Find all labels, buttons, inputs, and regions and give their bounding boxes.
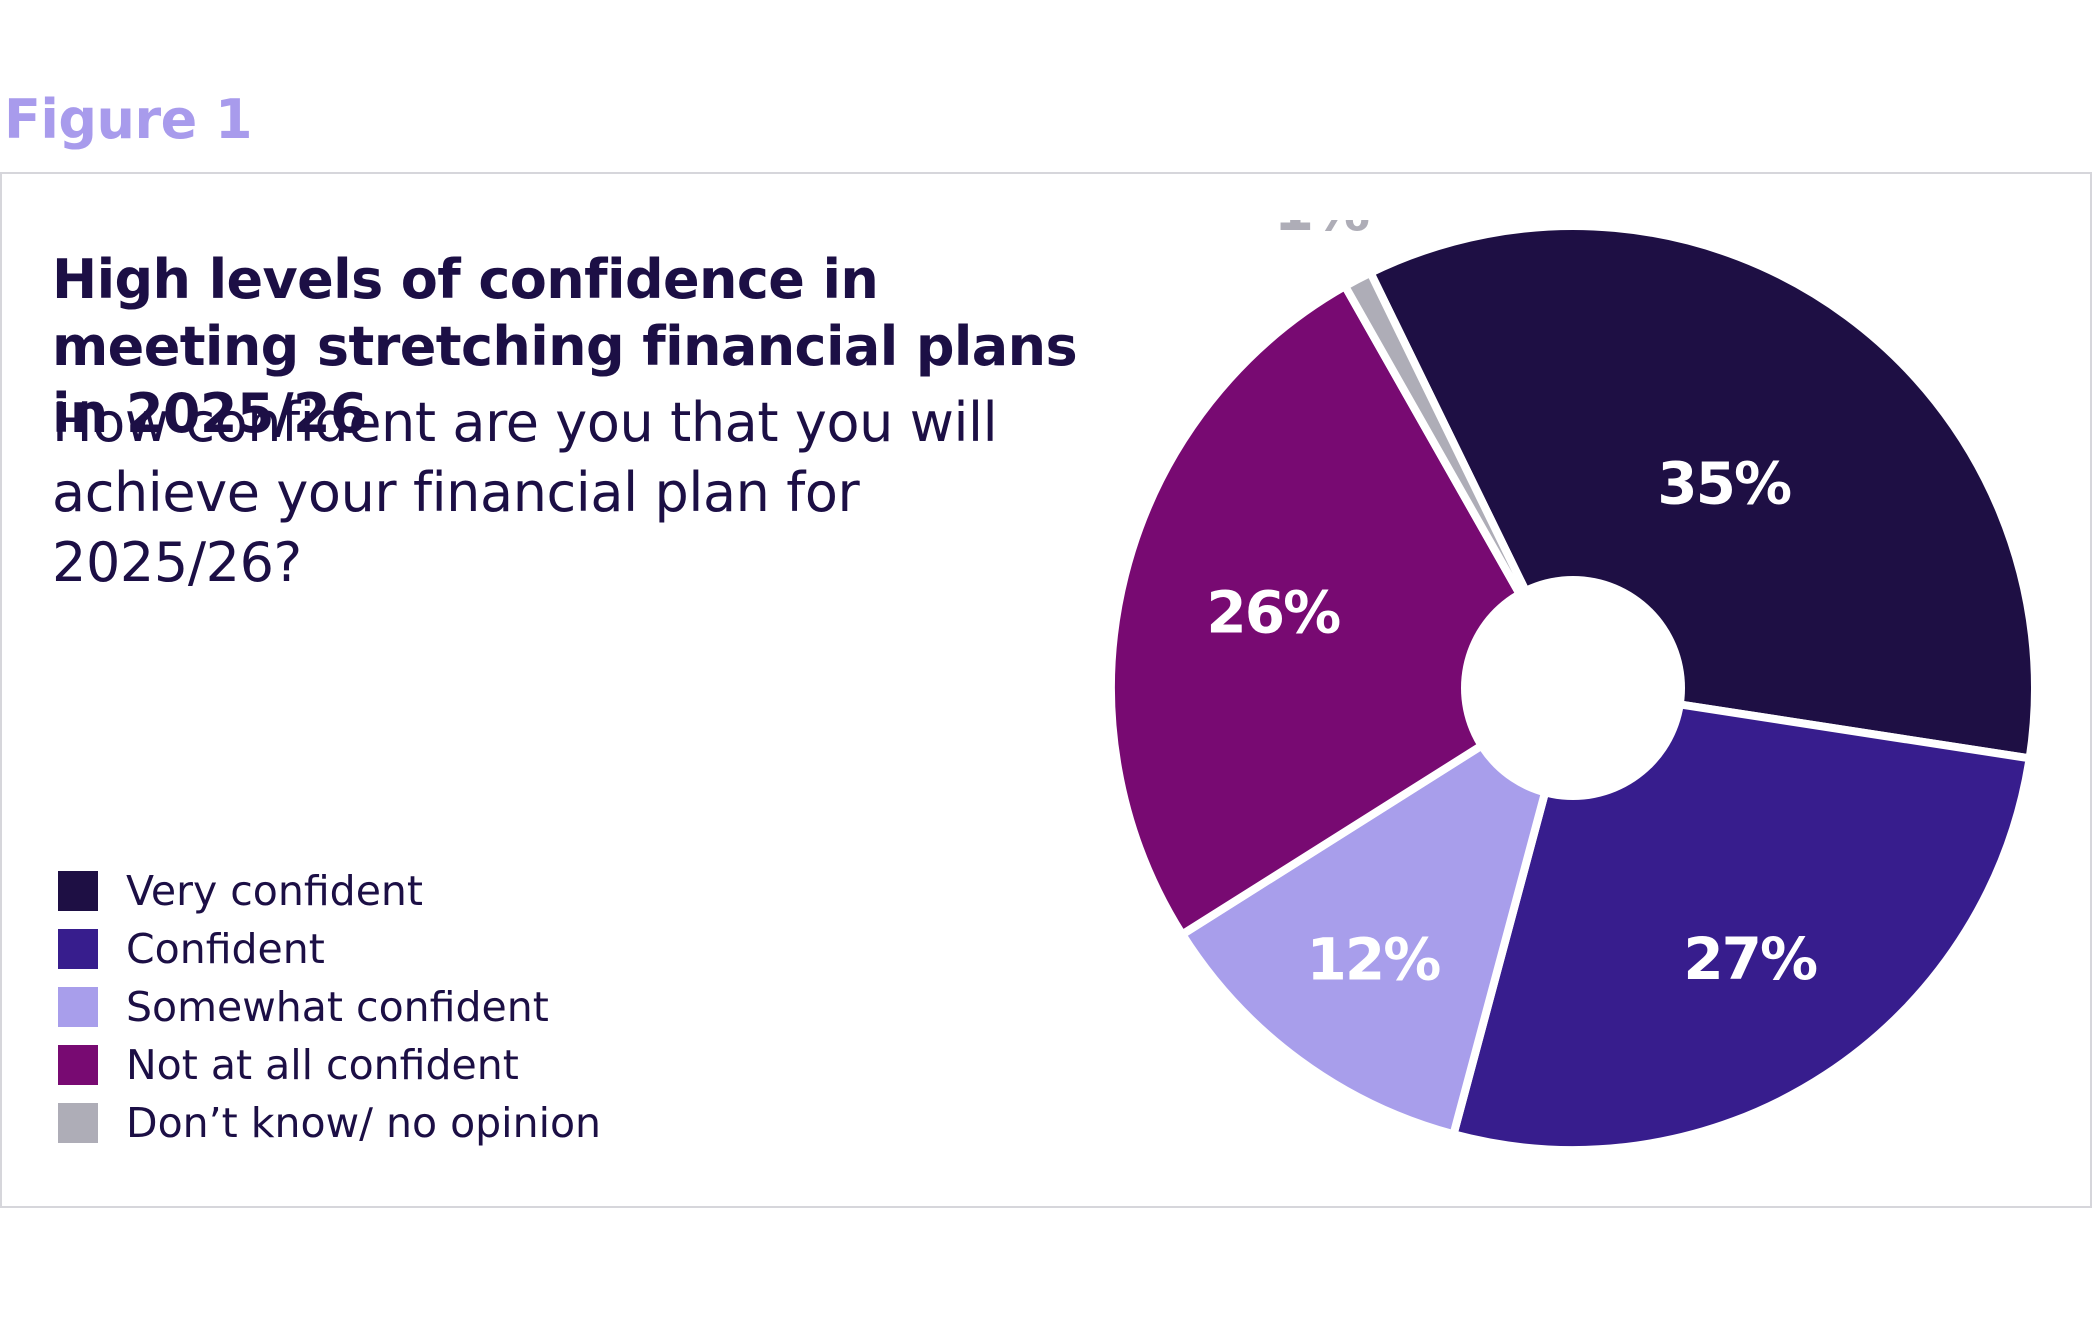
- legend-swatch: [58, 929, 98, 969]
- slice-value-label: 27%: [1683, 925, 1817, 993]
- slice-value-label: 12%: [1307, 926, 1441, 994]
- legend-swatch: [58, 1045, 98, 1085]
- figure-label: Figure 1: [4, 88, 253, 151]
- chart-title: High levels of confidence in meeting str…: [52, 248, 1078, 445]
- legend-swatch: [58, 987, 98, 1027]
- slice-value-label: 1%: [1274, 220, 1369, 244]
- pie-chart: 35% 27% 12% 26% 1%: [1107, 220, 2039, 1154]
- chart-panel: [0, 172, 2092, 1208]
- pie-slices: [1107, 222, 2039, 1154]
- legend-item-confident: Confident: [58, 920, 601, 978]
- donut-hole: [1461, 576, 1685, 800]
- legend-label: Very confident: [126, 867, 423, 915]
- chart-subtitle: How confident are you that you will achi…: [52, 391, 998, 594]
- pie-slice-very-confident: [1366, 222, 2039, 763]
- legend-item-very-confident: Very confident: [58, 862, 601, 920]
- slice-value-label: 26%: [1206, 579, 1340, 647]
- legend-item-somewhat-confident: Somewhat confident: [58, 978, 601, 1036]
- legend-swatch: [58, 871, 98, 911]
- legend-swatch: [58, 1103, 98, 1143]
- pie-labels: 35% 27% 12% 26% 1%: [1206, 220, 1819, 994]
- slice-value-label: 35%: [1657, 449, 1791, 517]
- legend-item-dont-know: Don’t know/ no opinion: [58, 1094, 601, 1152]
- legend-label: Somewhat confident: [126, 983, 549, 1031]
- legend-label: Not at all confident: [126, 1041, 519, 1089]
- pie-slice-don-t-know-no-opinion: [1341, 268, 1577, 692]
- legend-label: Don’t know/ no opinion: [126, 1099, 602, 1147]
- pie-slice-somewhat-confident: [1178, 684, 1577, 1139]
- legend: Very confident Confident Somewhat confid…: [58, 862, 601, 1152]
- legend-item-not-at-all-confident: Not at all confident: [58, 1036, 601, 1094]
- pie-slice-not-at-all-confident: [1107, 282, 1577, 939]
- legend-label: Confident: [126, 925, 325, 973]
- pie-slice-confident: [1449, 684, 2034, 1154]
